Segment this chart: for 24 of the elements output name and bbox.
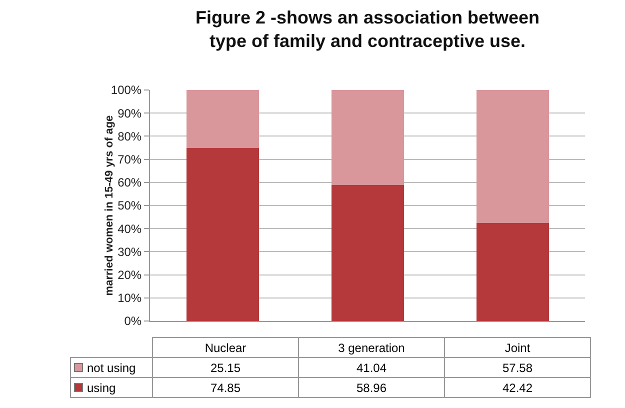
- y-tick-label: 40%: [118, 222, 142, 236]
- x-tick-label: 3 generation: [298, 338, 444, 358]
- y-tick-label: 80%: [118, 129, 142, 144]
- data-label: 25.15: [152, 358, 298, 378]
- data-label: 57.58: [444, 358, 590, 378]
- y-tick-label: 60%: [118, 176, 142, 190]
- y-tick-label: 70%: [118, 152, 142, 166]
- y-tick-label: 50%: [118, 198, 142, 213]
- y-tick-label: 90%: [118, 106, 142, 120]
- y-axis-title: married women in 15-49 yrs of age: [104, 115, 116, 296]
- y-tick-label: 10%: [118, 291, 142, 306]
- y-tick-label: 20%: [118, 268, 142, 282]
- data-label: 58.96: [298, 378, 444, 398]
- x-tick-label: Joint: [444, 338, 590, 358]
- legend-label: not using: [70, 358, 152, 378]
- y-tick-label: 30%: [118, 244, 142, 259]
- data-label: 74.85: [152, 378, 298, 398]
- legend-label: using: [70, 378, 152, 398]
- y-tick-label: 100%: [110, 83, 142, 98]
- data-label: 41.04: [298, 358, 444, 378]
- y-tick-label: 0%: [124, 314, 142, 328]
- data-label: 42.42: [444, 378, 590, 398]
- x-tick-label: Nuclear: [152, 338, 298, 358]
- chart-title: Figure 2 -shows an association between type of family and contraceptive use.: [195, 7, 540, 51]
